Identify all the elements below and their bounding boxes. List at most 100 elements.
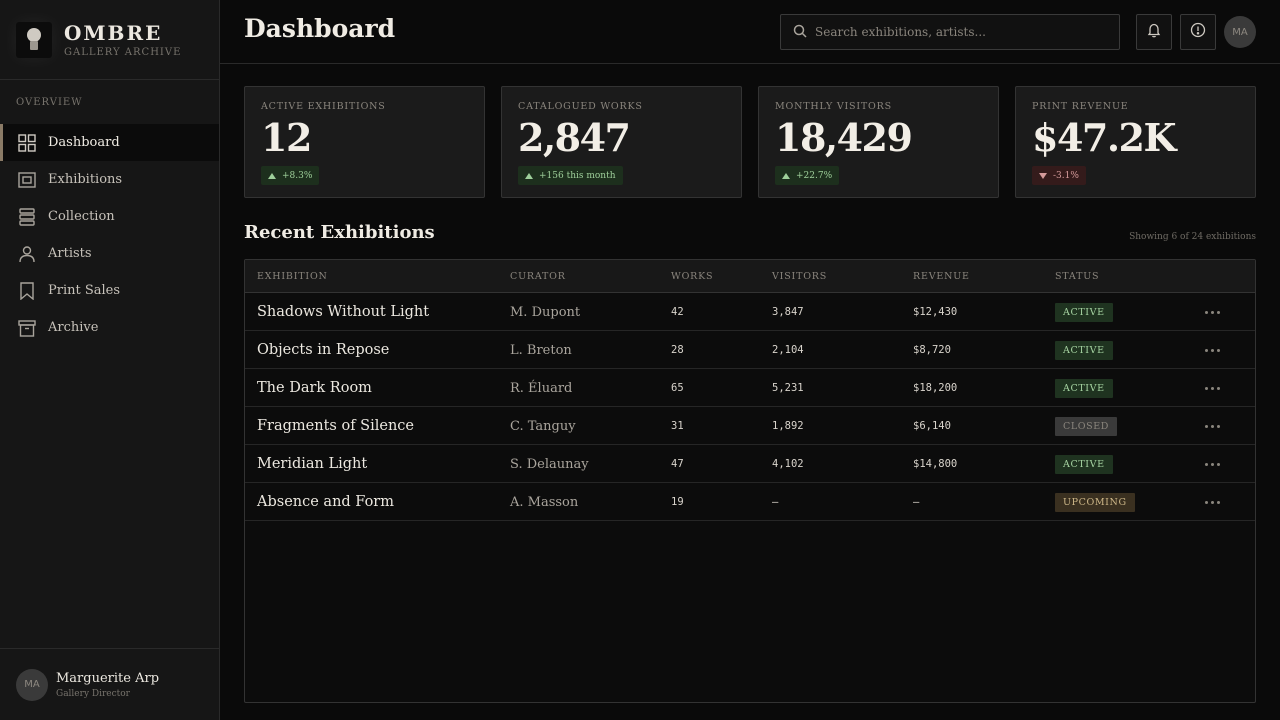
visitors-count: 4,102 — [772, 458, 804, 470]
trend-badge: +156 this month — [518, 166, 623, 185]
bell-icon — [1146, 22, 1162, 42]
table-row[interactable]: Absence and Form A. Masson 19 — — UPCOMING — [245, 483, 1255, 521]
works-count: 19 — [671, 496, 684, 508]
column-header-status[interactable]: STATUS — [1055, 271, 1100, 282]
stat-card-catalogued-works: CATALOGUED WORKS 2,847 +156 this month — [501, 86, 742, 198]
works-count: 28 — [671, 344, 684, 356]
stat-label: PRINT REVENUE — [1032, 101, 1129, 112]
curator-name: L. Breton — [510, 342, 572, 358]
status-cell: UPCOMING — [1055, 483, 1135, 521]
row-actions-button[interactable] — [1205, 445, 1220, 483]
stat-label: MONTHLY VISITORS — [775, 101, 892, 112]
curator-name: A. Masson — [510, 494, 579, 510]
user-profile[interactable]: MA Marguerite Arp Gallery Director — [0, 648, 219, 720]
status-cell: CLOSED — [1055, 407, 1118, 445]
works-count: 47 — [671, 458, 684, 470]
sidebar-item-label: Collection — [48, 209, 115, 224]
status-cell: ACTIVE — [1055, 445, 1113, 483]
stat-label: ACTIVE EXHIBITIONS — [261, 101, 386, 112]
search-input[interactable] — [815, 25, 1105, 39]
table-row[interactable]: Fragments of Silence C. Tanguy 31 1,892 $6,1… — [245, 407, 1255, 445]
sidebar-item-label: Print Sales — [48, 283, 121, 298]
sidebar-item-label: Archive — [48, 320, 99, 335]
visitors-count: — — [772, 496, 779, 508]
column-header-revenue[interactable]: REVENUE — [913, 271, 970, 282]
trend-badge: +8.3% — [261, 166, 320, 185]
exhibitions-table: EXHIBITION CURATOR WORKS VISITORS REVENU… — [244, 259, 1256, 703]
brand-name: OMBRE — [64, 20, 163, 45]
avatar: MA — [16, 668, 48, 701]
stat-card-monthly-visitors: MONTHLY VISITORS 18,429 +22.7% — [758, 86, 999, 198]
revenue-amount: $12,430 — [913, 306, 958, 318]
search-icon — [793, 23, 807, 42]
row-actions-button[interactable] — [1205, 293, 1220, 331]
nav-section-label: OVERVIEW — [16, 97, 83, 108]
revenue-amount: — — [913, 496, 920, 508]
person-icon — [18, 245, 36, 263]
exhibition-name[interactable]: The Dark Room — [257, 380, 372, 396]
section-title: Recent Exhibitions — [244, 222, 435, 243]
curator-name: R. Éluard — [510, 380, 573, 396]
user-name: Marguerite Arp — [56, 670, 160, 686]
column-header-exhibition[interactable]: EXHIBITION — [257, 271, 328, 282]
notifications-button[interactable] — [1136, 14, 1172, 50]
sidebar-item-label: Dashboard — [48, 135, 120, 150]
archive-box-icon — [18, 319, 36, 337]
sidebar-item-archive[interactable]: Archive — [0, 309, 219, 346]
pagination-summary: Showing 6 of 24 exhibitions — [1129, 232, 1256, 242]
status-cell: ACTIVE — [1055, 331, 1113, 369]
sidebar-item-collection[interactable]: Collection — [0, 198, 219, 235]
column-header-works[interactable]: WORKS — [671, 271, 714, 282]
curator-name: S. Delaunay — [510, 456, 589, 472]
revenue-amount: $8,720 — [913, 344, 951, 356]
sidebar-item-artists[interactable]: Artists — [0, 235, 219, 272]
table-row[interactable]: Meridian Light S. Delaunay 47 4,102 $14,800 A… — [245, 445, 1255, 483]
bookmark-icon — [18, 281, 36, 300]
table-row[interactable]: Shadows Without Light M. Dupont 42 3,847 $12… — [245, 293, 1255, 331]
table-row[interactable]: The Dark Room R. Éluard 65 5,231 $18,200 ACTI… — [245, 369, 1255, 407]
search-box[interactable] — [780, 14, 1120, 50]
frame-icon — [18, 171, 36, 189]
exhibition-name[interactable]: Fragments of Silence — [257, 418, 415, 434]
sidebar-item-print-sales[interactable]: Print Sales — [0, 272, 219, 309]
exhibition-name[interactable]: Shadows Without Light — [257, 304, 430, 320]
column-header-curator[interactable]: CURATOR — [510, 271, 566, 282]
visitors-count: 1,892 — [772, 420, 804, 432]
table-row[interactable]: Objects in Repose L. Breton 28 2,104 $8,720 A… — [245, 331, 1255, 369]
works-count: 31 — [671, 420, 684, 432]
revenue-amount: $18,200 — [913, 382, 958, 394]
trend-down-icon — [1039, 172, 1047, 179]
exhibition-name[interactable]: Objects in Repose — [257, 342, 390, 358]
brand: OMBRE GALLERY ARCHIVE — [0, 0, 219, 80]
trend-badge: -3.1% — [1032, 166, 1086, 185]
row-actions-button[interactable] — [1205, 331, 1220, 369]
sidebar-item-exhibitions[interactable]: Exhibitions — [0, 161, 219, 198]
sidebar-item-dashboard[interactable]: Dashboard — [0, 124, 219, 161]
row-actions-button[interactable] — [1205, 483, 1220, 521]
more-dots-icon — [1205, 386, 1220, 390]
page-title: Dashboard — [244, 14, 396, 43]
more-dots-icon — [1205, 310, 1220, 314]
curator-name: M. Dupont — [510, 304, 581, 320]
info-button[interactable] — [1180, 14, 1216, 50]
row-actions-button[interactable] — [1205, 407, 1220, 445]
more-dots-icon — [1205, 424, 1220, 428]
more-dots-icon — [1205, 500, 1220, 504]
top-bar: Dashboard MA — [220, 0, 1280, 64]
curator-name: C. Tanguy — [510, 418, 576, 434]
header-avatar[interactable]: MA — [1224, 16, 1256, 48]
trend-text: +156 this month — [539, 170, 616, 181]
table-header: EXHIBITION CURATOR WORKS VISITORS REVENU… — [245, 260, 1255, 293]
exhibition-name[interactable]: Meridian Light — [257, 456, 368, 472]
column-header-visitors[interactable]: VISITORS — [772, 271, 828, 282]
visitors-count: 2,104 — [772, 344, 804, 356]
sidebar-item-label: Exhibitions — [48, 172, 123, 187]
row-actions-button[interactable] — [1205, 369, 1220, 407]
revenue-amount: $14,800 — [913, 458, 958, 470]
trend-up-icon — [782, 172, 790, 179]
exhibition-name[interactable]: Absence and Form — [257, 494, 394, 510]
works-count: 65 — [671, 382, 684, 394]
status-badge: ACTIVE — [1055, 378, 1113, 398]
info-circle-icon — [1190, 22, 1206, 42]
lightbulb-logo-icon — [16, 21, 52, 58]
